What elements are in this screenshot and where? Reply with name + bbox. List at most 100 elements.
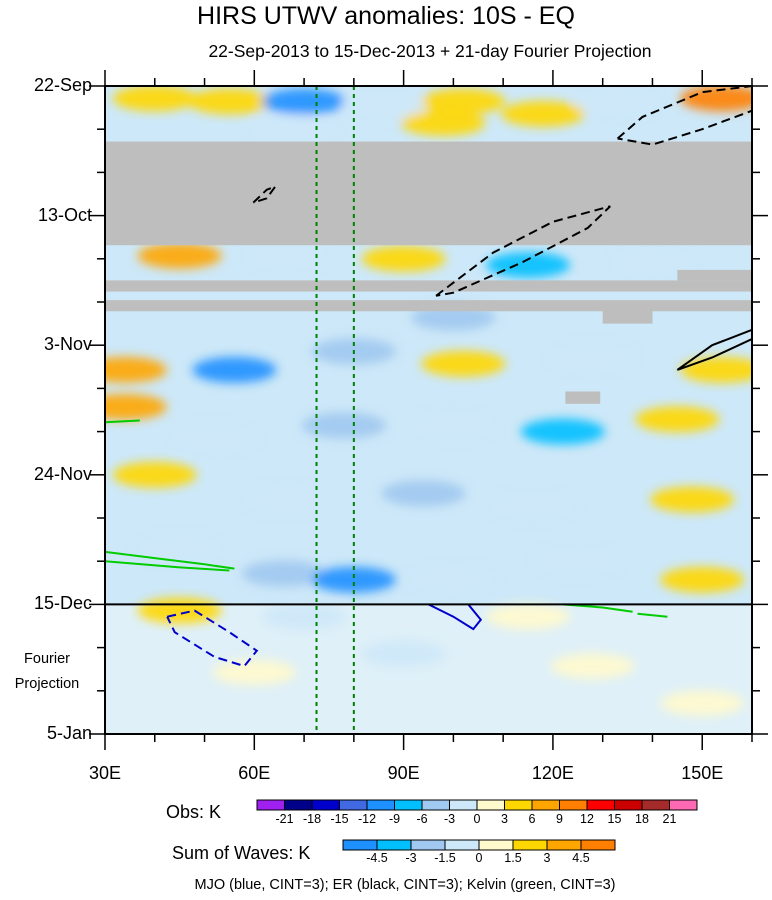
colorbar-swatch bbox=[342, 839, 378, 851]
x-tick-label: 150E bbox=[681, 763, 724, 783]
anomaly-patch bbox=[105, 356, 167, 383]
projection-label: Fourier bbox=[24, 651, 70, 668]
colorbar-label: 1.5 bbox=[504, 851, 522, 865]
anomaly-patch bbox=[550, 653, 635, 680]
colorbar-label: 9 bbox=[556, 812, 563, 826]
kelvin-contour bbox=[105, 419, 140, 424]
colorbar-label: 6 bbox=[528, 812, 536, 826]
colorbar-swatch bbox=[394, 799, 423, 811]
anomaly-patch bbox=[301, 412, 386, 439]
anomaly-patch bbox=[486, 603, 571, 630]
kelvin-contour bbox=[562, 603, 633, 613]
anomaly-patch bbox=[252, 116, 337, 143]
anomaly-patches bbox=[105, 86, 752, 717]
anomaly-patch bbox=[262, 88, 347, 115]
anomaly-patch bbox=[491, 492, 576, 519]
anomaly-patch bbox=[192, 356, 277, 383]
mjo-contour bbox=[428, 603, 483, 631]
kelvin-contour bbox=[105, 560, 230, 572]
colorbar-label: -1.5 bbox=[434, 851, 456, 865]
anomaly-patch bbox=[421, 88, 506, 115]
anomaly-patch bbox=[411, 566, 496, 593]
anomaly-patch bbox=[242, 560, 327, 587]
anomaly-patch bbox=[680, 86, 752, 112]
kelvin-contour bbox=[105, 550, 235, 570]
y-tick-label: 13-Oct bbox=[37, 204, 92, 225]
anomaly-patch bbox=[486, 251, 571, 278]
colorbar-swatch bbox=[669, 799, 698, 811]
anomaly-patch bbox=[112, 86, 197, 112]
projection-field-background bbox=[105, 604, 752, 734]
anomaly-patch bbox=[112, 461, 197, 488]
anomaly-patch bbox=[650, 486, 735, 513]
colorbar-label: -21 bbox=[275, 812, 294, 826]
anomaly-patch bbox=[421, 350, 506, 377]
colorbar-label: 21 bbox=[662, 812, 677, 826]
projection-label: Projection bbox=[14, 676, 80, 693]
anomaly-patch bbox=[242, 486, 327, 513]
anomaly-patch bbox=[660, 690, 745, 717]
colorbar-swatch bbox=[339, 799, 368, 811]
colorbar-swatch bbox=[376, 839, 412, 851]
y-tick-label: 3-Nov bbox=[43, 334, 92, 355]
anomaly-patch bbox=[212, 659, 297, 686]
anomaly-patch bbox=[610, 248, 695, 275]
colorbar-label: 3 bbox=[501, 812, 508, 826]
anomaly-patch bbox=[550, 344, 635, 371]
colorbar-label: 0 bbox=[473, 812, 481, 826]
colorbar-label: -4.5 bbox=[366, 851, 388, 865]
colorbar-label: 12 bbox=[580, 812, 594, 826]
colorbar-swatch bbox=[284, 799, 313, 811]
colorbar-swatch bbox=[586, 799, 615, 811]
missing-data-band bbox=[602, 310, 653, 324]
anomaly-patch bbox=[381, 480, 466, 507]
colorbar-swatch bbox=[478, 839, 514, 851]
anomaly-patch bbox=[361, 245, 446, 272]
er-contour bbox=[616, 86, 752, 146]
anomaly-patch bbox=[635, 406, 720, 433]
colorbar-label: -6 bbox=[416, 812, 428, 826]
colorbar-swatch bbox=[421, 799, 450, 811]
anomaly-patch bbox=[187, 88, 272, 115]
colorbar-swatch bbox=[546, 839, 582, 851]
colorbar-label: -12 bbox=[357, 812, 377, 826]
colorbar-swatch bbox=[410, 839, 446, 851]
colorbar-label: -3 bbox=[443, 812, 456, 826]
waves-colorbar bbox=[342, 839, 616, 851]
x-tick-label: 60E bbox=[238, 763, 271, 783]
colorbar-swatch bbox=[614, 799, 643, 811]
colorbar-swatch bbox=[559, 799, 588, 811]
er-contour bbox=[676, 328, 752, 371]
colorbar-swatch bbox=[449, 799, 478, 811]
waves-legend-title: Sum of Waves: K bbox=[172, 843, 311, 863]
missing-data-band bbox=[105, 280, 752, 292]
colorbar-swatch bbox=[256, 799, 285, 811]
anomaly-patch bbox=[500, 100, 585, 127]
plot-area bbox=[105, 86, 752, 734]
anomaly-patch bbox=[311, 566, 396, 593]
anomaly-patch bbox=[105, 393, 167, 420]
y-tick-label: 24-Nov bbox=[33, 463, 92, 484]
anomaly-patch bbox=[575, 88, 660, 115]
obs-colorbar bbox=[256, 799, 698, 811]
missing-data-band bbox=[105, 141, 752, 246]
colorbar-label: 4.5 bbox=[572, 851, 590, 865]
anomaly-patch bbox=[137, 535, 222, 562]
anomaly-patch bbox=[341, 91, 426, 118]
x-tick-label: 30E bbox=[88, 763, 122, 783]
colorbar-label: 18 bbox=[635, 812, 649, 826]
anomaly-patch bbox=[137, 242, 222, 269]
colorbar-swatch bbox=[311, 799, 340, 811]
colorbar-swatch bbox=[531, 799, 560, 811]
anomaly-patch bbox=[361, 640, 446, 667]
er-contour bbox=[435, 205, 611, 297]
y-tick-label: 15-Dec bbox=[33, 593, 92, 614]
anomaly-patch bbox=[660, 566, 745, 593]
colorbar-label: 0 bbox=[475, 851, 483, 865]
kelvin-contour bbox=[637, 612, 668, 618]
colorbar-label: -15 bbox=[330, 812, 349, 826]
colorbar-label: -9 bbox=[388, 812, 401, 826]
chart-title: HIRS UTWV anomalies: 10S - EQ bbox=[197, 2, 575, 30]
y-tick-label: 22-Sep bbox=[33, 75, 92, 95]
footnote: MJO (blue, CINT=3); ER (black, CINT=3); … bbox=[194, 877, 616, 893]
